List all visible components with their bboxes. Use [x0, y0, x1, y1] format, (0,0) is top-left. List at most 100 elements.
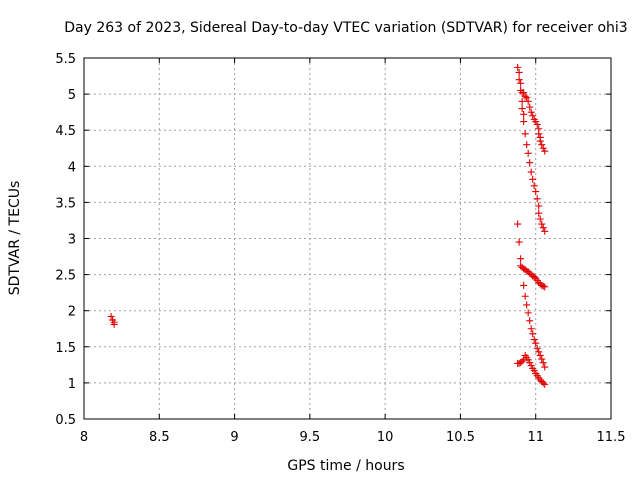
data-point-plus-marker	[530, 182, 538, 190]
y-tick-label: 2.5	[55, 269, 76, 284]
data-point-plus-marker	[530, 367, 538, 375]
data-point-plus-marker	[535, 348, 543, 356]
y-tick-label: 5	[68, 88, 76, 103]
data-point-plus-marker	[107, 312, 115, 320]
data-point-plus-marker	[524, 149, 532, 157]
data-point-plus-marker	[535, 130, 543, 138]
x-tick-label: 11.5	[597, 430, 626, 445]
data-point-plus-marker	[521, 292, 529, 300]
data-point-plus-marker	[536, 215, 544, 223]
data-point-plus-marker	[541, 363, 549, 371]
data-point-plus-marker	[517, 79, 525, 87]
data-point-plus-marker	[541, 147, 549, 155]
y-axis-label: SDTVAR / TECUs	[7, 181, 23, 296]
data-point-plus-marker	[526, 359, 534, 367]
data-point-plus-marker	[535, 279, 543, 287]
data-point-plus-marker	[536, 351, 544, 359]
data-point-plus-marker	[532, 339, 540, 347]
data-point-plus-marker	[521, 130, 529, 138]
data-point-plus-marker	[518, 105, 526, 113]
data-point-plus-marker	[523, 141, 531, 149]
x-tick-label: 9.5	[300, 430, 321, 445]
x-tick-label: 8	[80, 430, 88, 445]
data-point-plus-marker	[524, 309, 532, 317]
x-tick-label: 11	[527, 430, 544, 445]
data-point-plus-marker	[514, 220, 522, 228]
data-point-plus-marker	[539, 379, 547, 387]
x-axis-label: GPS time / hours	[287, 458, 404, 474]
data-point-plus-marker	[515, 238, 523, 246]
data-point-plus-marker	[520, 89, 528, 97]
y-axis-ticks: 0.5 1 1.5 2 2.5 3 3.5 4 4.5 5 5.5	[55, 52, 611, 428]
data-point-plus-marker	[526, 317, 534, 325]
data-point-plus-marker	[527, 362, 535, 370]
data-point-plus-marker	[535, 202, 543, 210]
x-axis-ticks: 8 8.5 9 9.5 10 10.5 11 11.5	[80, 58, 626, 445]
y-tick-label: 3	[68, 233, 76, 248]
data-point-plus-marker	[517, 255, 525, 263]
data-point-plus-marker	[541, 380, 549, 388]
data-point-plus-marker	[536, 376, 544, 384]
x-tick-label: 9	[230, 430, 238, 445]
data-point-plus-marker	[529, 330, 537, 338]
data-point-plus-marker	[518, 357, 526, 365]
data-points	[107, 63, 549, 388]
data-point-plus-marker	[523, 94, 531, 102]
data-point-plus-marker	[541, 283, 549, 291]
data-point-plus-marker	[538, 355, 546, 363]
data-point-plus-marker	[515, 76, 523, 84]
data-point-plus-marker	[527, 168, 535, 176]
data-point-plus-marker	[524, 268, 532, 276]
data-point-plus-marker	[527, 325, 535, 333]
data-point-plus-marker	[110, 320, 118, 328]
data-point-plus-marker	[524, 97, 532, 105]
data-point-plus-marker	[541, 227, 549, 235]
data-point-plus-marker	[527, 108, 535, 116]
data-point-plus-marker	[529, 175, 537, 183]
data-point-plus-marker	[524, 356, 532, 364]
x-tick-label: 10	[377, 430, 394, 445]
data-point-plus-marker	[520, 118, 528, 126]
chart-title: Day 263 of 2023, Sidereal Day-to-day VTE…	[64, 20, 627, 36]
data-point-plus-marker	[514, 63, 522, 71]
data-point-plus-marker	[521, 92, 529, 100]
series-branch-high-2	[518, 89, 549, 155]
data-point-plus-marker	[539, 359, 547, 367]
series-branch-lower-descend	[520, 281, 549, 371]
series-branch-mid-descend	[521, 130, 549, 235]
x-tick-label: 8.5	[149, 430, 170, 445]
data-point-plus-marker	[539, 282, 547, 290]
data-point-plus-marker	[532, 118, 540, 126]
y-tick-label: 1.5	[55, 341, 76, 356]
data-point-plus-marker	[539, 144, 547, 152]
data-point-plus-marker	[526, 103, 534, 111]
y-tick-label: 0.5	[55, 413, 76, 428]
series-branch-bottom	[514, 351, 549, 388]
data-point-plus-marker	[517, 262, 525, 270]
y-tick-label: 3.5	[55, 196, 76, 211]
data-point-plus-marker	[533, 195, 541, 203]
data-point-plus-marker	[530, 273, 538, 281]
data-point-plus-marker	[515, 68, 523, 76]
data-point-plus-marker	[518, 97, 526, 105]
series-cluster-8.2h	[107, 312, 118, 328]
data-point-plus-marker	[526, 269, 534, 277]
series-branch-around-2.5	[514, 220, 549, 291]
data-point-plus-marker	[538, 220, 546, 228]
y-tick-label: 4	[68, 160, 76, 175]
data-point-plus-marker	[532, 188, 540, 196]
data-point-plus-marker	[520, 281, 528, 289]
data-point-plus-marker	[529, 112, 537, 120]
data-point-plus-marker	[526, 159, 534, 167]
data-point-plus-marker	[533, 344, 541, 352]
data-point-plus-marker	[533, 120, 541, 128]
data-point-plus-marker	[538, 281, 546, 289]
data-point-plus-marker	[523, 301, 531, 309]
data-point-plus-marker	[538, 377, 546, 385]
data-point-plus-marker	[517, 359, 525, 367]
data-point-plus-marker	[538, 141, 546, 149]
data-point-plus-marker	[539, 224, 547, 232]
data-point-plus-marker	[530, 336, 538, 344]
y-tick-label: 1	[68, 377, 76, 392]
